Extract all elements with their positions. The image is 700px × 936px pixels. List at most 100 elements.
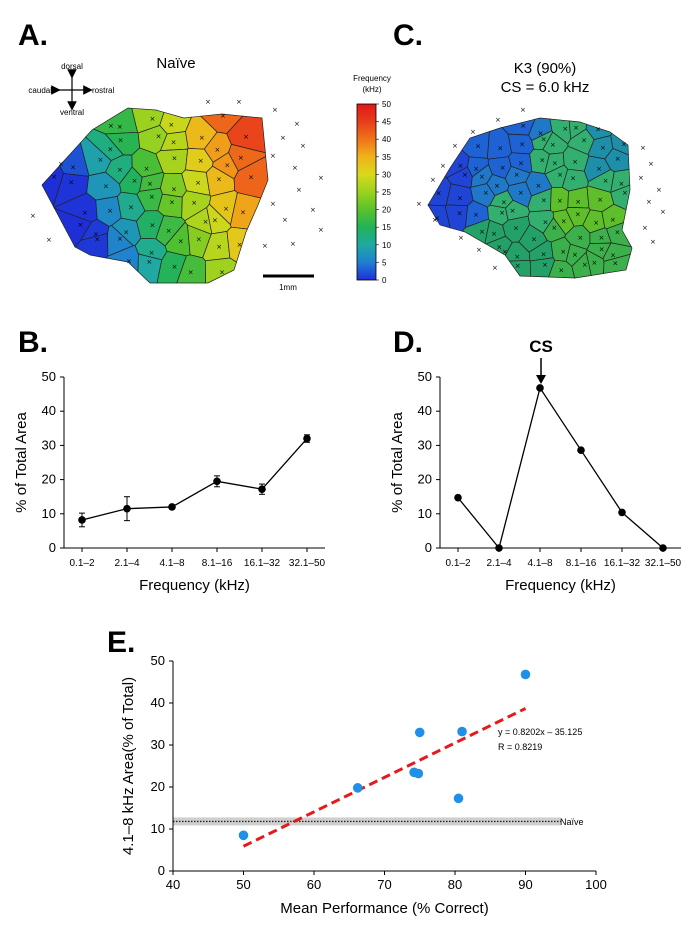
electrode-marker: × [237, 241, 243, 249]
panel-label-d: D. [393, 326, 423, 359]
chart-d-data-point [495, 544, 503, 552]
electrode-marker: × [473, 165, 479, 173]
electrode-marker: × [238, 154, 244, 162]
map-cell [603, 253, 631, 274]
chart-b: 0 10 20 30 40 50 0.1–2 2.1–4 4.1–8 8.1–16 16.1–32 3… [13, 369, 326, 594]
electrode-marker-outside: × [416, 200, 422, 208]
electrode-marker: × [535, 182, 541, 190]
electrode-marker-outside: × [318, 226, 324, 234]
electrode-marker-outside: × [440, 162, 446, 170]
colorbar-rect [356, 103, 377, 281]
electrode-marker: × [77, 221, 83, 229]
electrode-marker: × [216, 175, 222, 183]
panel-c-title-line2: CS = 6.0 kHz [501, 79, 590, 96]
electrode-marker: × [600, 144, 606, 152]
electrode-marker-outside: × [520, 106, 526, 114]
electrode-marker: × [70, 163, 76, 171]
label-caudal: caudal [28, 86, 52, 95]
electrode-marker-outside: × [310, 206, 316, 214]
chart-b-data-point [303, 434, 311, 443]
electrode-marker-outside: × [495, 116, 501, 124]
chart-e-xtick-label: 80 [448, 877, 462, 892]
electrode-marker: × [146, 258, 152, 266]
electrode-marker: × [542, 261, 548, 269]
electrode-marker: × [479, 228, 485, 236]
electrode-marker: × [128, 203, 134, 211]
electrode-marker: × [147, 180, 153, 188]
electrode-marker-outside: × [30, 212, 36, 220]
electrode-marker: × [531, 236, 537, 244]
baseline-label: Naïve [560, 817, 584, 827]
electrode-marker: × [457, 209, 463, 217]
chart-d-xtick-label: 16.1–32 [604, 558, 641, 569]
chart-d-ylabel: % of Total Area [389, 412, 406, 513]
electrode-marker: × [166, 227, 172, 235]
electrode-marker: × [178, 237, 184, 245]
electrode-marker: × [591, 259, 597, 267]
electrode-marker: × [483, 189, 489, 197]
electrode-marker: × [593, 219, 599, 227]
electrode-marker: × [198, 157, 204, 165]
electrode-marker-outside: × [660, 208, 666, 216]
chart-e-ytick-label: 0 [158, 863, 165, 878]
electrode-marker-outside: × [492, 264, 498, 272]
electrode-marker: × [169, 199, 175, 207]
electrode-marker: × [599, 234, 605, 242]
electrode-marker-outside: × [656, 186, 662, 194]
electrode-marker: × [541, 196, 547, 204]
electrode-marker: × [573, 124, 579, 132]
electrode-marker: × [610, 216, 616, 224]
electrode-marker-outside: × [452, 142, 458, 150]
electrode-marker-outside: × [430, 176, 436, 184]
electrode-marker: × [599, 245, 605, 253]
electrode-marker: × [243, 133, 249, 141]
chart-b-xtick-label: 8.1–16 [202, 558, 233, 569]
electrode-marker: × [188, 269, 194, 277]
electrode-marker: × [107, 146, 113, 154]
electrode-marker: × [501, 199, 507, 207]
chart-d-xtick-label: 32.1–50 [645, 558, 682, 569]
map-cell [205, 257, 237, 284]
electrode-marker: × [118, 137, 124, 145]
chart-b-ytick-label: 10 [42, 506, 56, 521]
chart-e: 0 10 20 30 40 50 40 50 60 70 80 90 100 Mean Performan… [120, 653, 607, 917]
electrode-marker: × [132, 177, 138, 185]
chart-b-xtick-label: 32.1–50 [289, 558, 326, 569]
electrode-marker: × [107, 207, 113, 215]
electrode-marker: × [195, 179, 201, 187]
chart-d-data-point [618, 508, 626, 517]
electrode-marker: × [223, 205, 229, 213]
electrode-marker-outside: × [205, 98, 211, 106]
electrode-marker: × [562, 125, 568, 133]
electrode-marker: × [462, 171, 468, 179]
electrode-marker: × [557, 197, 563, 205]
chart-e-ytick-label: 20 [151, 779, 165, 794]
chart-b-xlabel: Frequency (kHz) [139, 577, 250, 594]
electrode-marker: × [560, 248, 566, 256]
electrode-marker: × [117, 166, 123, 174]
electrode-marker: × [596, 165, 602, 173]
chart-b-data-point [168, 503, 176, 511]
electrode-marker: × [575, 211, 581, 219]
label-rostral: rostral [92, 86, 114, 95]
chart-d-ytick-label: 10 [418, 506, 432, 521]
electrode-marker: × [149, 249, 155, 257]
electrode-marker-outside: × [642, 224, 648, 232]
scatter-point [238, 830, 249, 841]
chart-e-ytick-label: 40 [151, 695, 165, 710]
electrode-marker: × [538, 129, 544, 137]
scale-bar: 1mm [263, 274, 314, 292]
scatter-point [413, 768, 424, 779]
electrode-marker: × [457, 194, 463, 202]
electrode-marker: × [561, 217, 567, 225]
map-cell [228, 143, 267, 172]
electrode-marker: × [543, 218, 549, 226]
electrode-marker: × [519, 140, 525, 148]
panel-c-title-line1: K3 (90%) [514, 60, 577, 77]
electrode-marker-outside: × [646, 198, 652, 206]
chart-d-ytick-label: 20 [418, 472, 432, 487]
electrode-marker: × [212, 216, 218, 224]
regression-r-value: R = 0.8219 [498, 742, 542, 752]
electrode-marker: × [457, 162, 463, 170]
